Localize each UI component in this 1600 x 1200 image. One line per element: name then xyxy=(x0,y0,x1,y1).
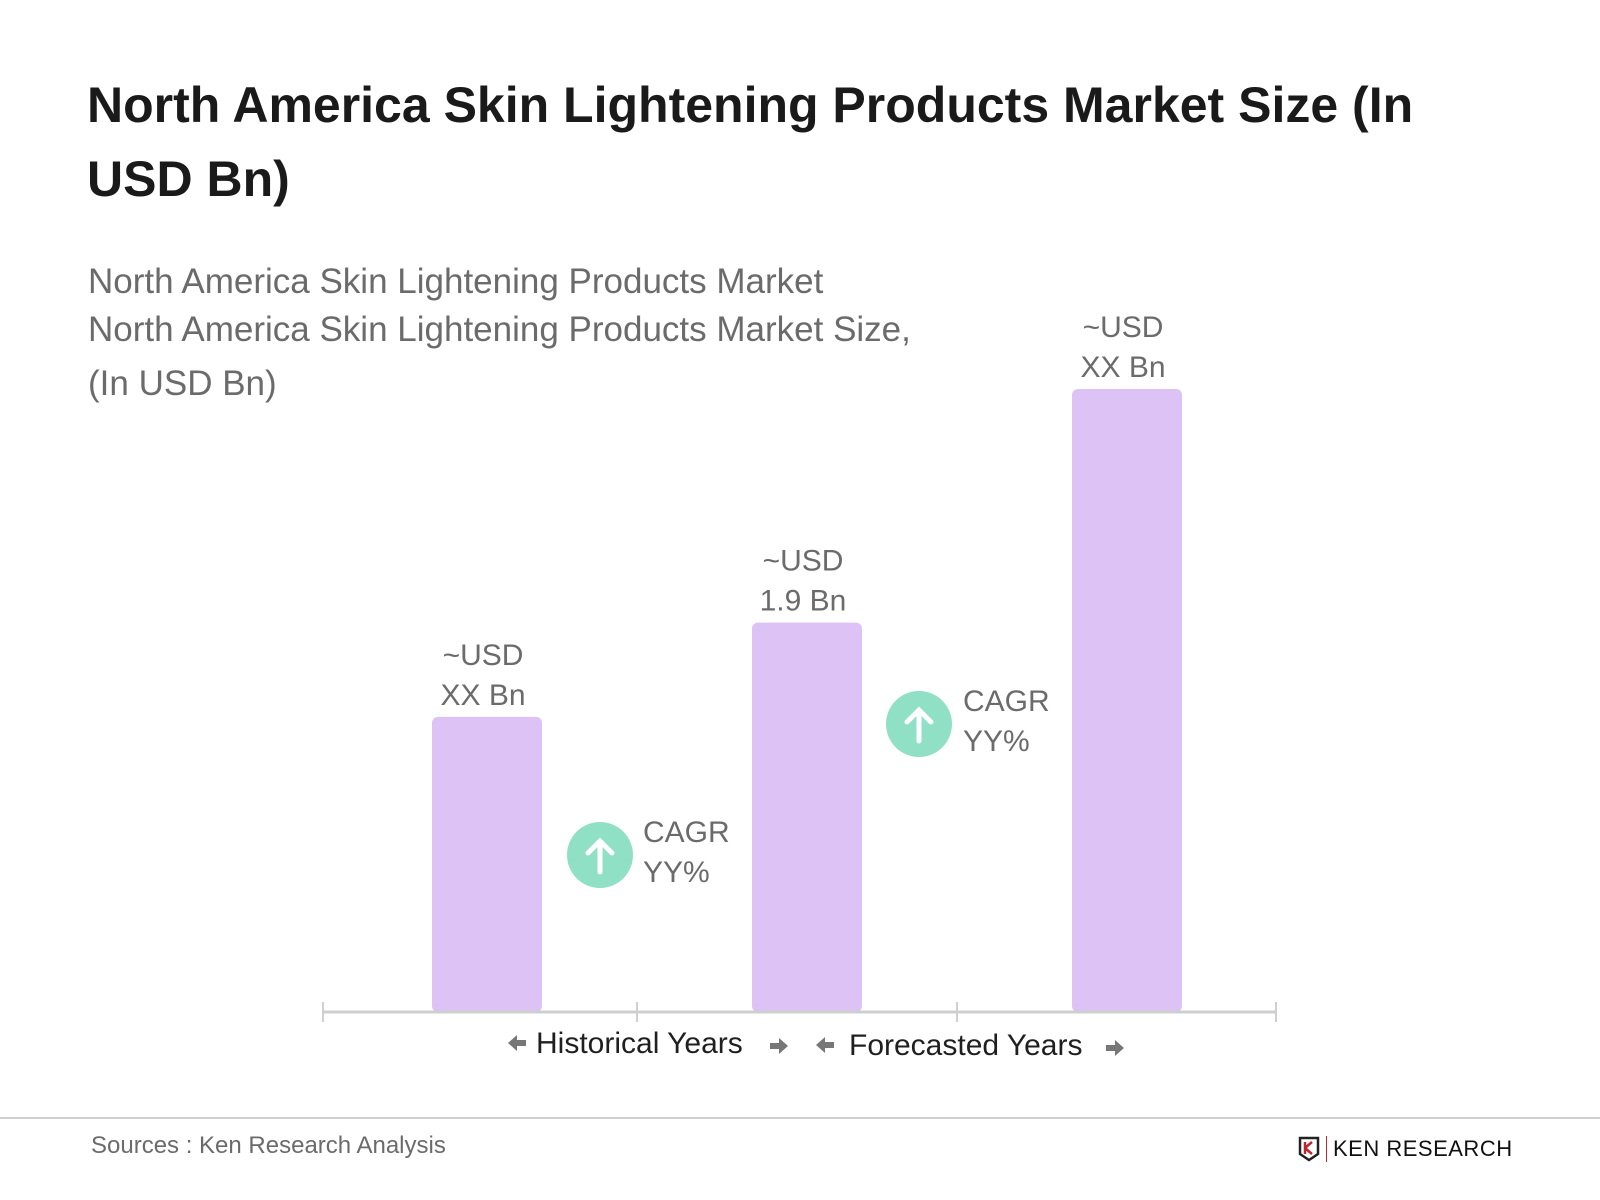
bar-data-label: ~USD xyxy=(1083,311,1164,344)
cagr-annotation-2: CAGR YY% xyxy=(886,685,1050,758)
bar-data-label: 1.9 Bn xyxy=(760,585,847,618)
bar xyxy=(1072,389,1182,1012)
subtitle-line: (In USD Bn) xyxy=(88,364,277,403)
arrow-left-icon xyxy=(508,1035,526,1051)
forecasted-years-label: Forecasted Years xyxy=(849,1029,1082,1062)
footer-divider xyxy=(0,1117,1600,1119)
cagr-label: CAGR xyxy=(643,816,730,849)
bar-data-label: XX Bn xyxy=(440,679,525,712)
cagr-label: CAGR xyxy=(963,685,1050,718)
bar xyxy=(432,716,542,1012)
logo-shield-icon xyxy=(1298,1136,1320,1162)
bar-data-label: ~USD xyxy=(443,639,524,672)
arrow-right-icon xyxy=(1106,1040,1124,1056)
arrow-right-icon xyxy=(770,1038,788,1054)
subtitle-line: North America Skin Lightening Products M… xyxy=(88,310,911,349)
subtitle-line: North America Skin Lightening Products M… xyxy=(88,262,824,301)
bar-chart: ~USD XX Bn ~USD 1.9 Bn ~USD XX Bn Historical … xyxy=(322,311,1277,1062)
bar-data-label: XX Bn xyxy=(1080,351,1165,384)
axis-ticks xyxy=(322,1002,1277,1022)
historical-years-label: Historical Years xyxy=(536,1027,743,1060)
period-arrows xyxy=(508,1035,1124,1056)
cagr-annotation-1: CAGR YY% xyxy=(567,816,730,889)
cagr-value: YY% xyxy=(643,856,710,889)
ken-research-logo: KEN RESEARCH xyxy=(1298,1136,1513,1162)
cagr-value: YY% xyxy=(963,725,1030,758)
bar xyxy=(752,622,862,1012)
bar-data-label: ~USD xyxy=(763,545,844,578)
chart-title: North America Skin Lightening Products M… xyxy=(87,77,1414,207)
arrow-left-icon xyxy=(816,1037,834,1053)
source-note: Sources : Ken Research Analysis xyxy=(91,1132,446,1159)
